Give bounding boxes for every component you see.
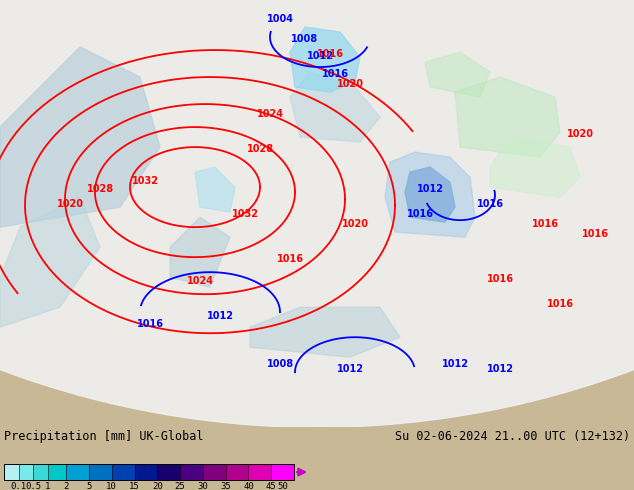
Text: 1020: 1020 [342,219,368,229]
Polygon shape [490,137,580,197]
Bar [271,464,294,480]
Text: 1012: 1012 [441,359,469,369]
Text: 1020: 1020 [567,129,593,139]
Polygon shape [425,52,490,97]
Text: 35: 35 [220,482,231,490]
Text: 45: 45 [266,482,276,490]
Text: 1012: 1012 [417,184,444,194]
Bar [89,464,112,480]
Text: 1: 1 [45,482,50,490]
Bar [157,464,180,480]
Text: 0.5: 0.5 [25,482,41,490]
Text: 1012: 1012 [486,364,514,374]
Text: 1012: 1012 [306,51,333,61]
Text: 1016: 1016 [321,69,349,79]
Polygon shape [290,72,380,142]
Text: 2: 2 [63,482,69,490]
Text: Su 02-06-2024 21..00 UTC (12+132): Su 02-06-2024 21..00 UTC (12+132) [395,430,630,443]
Text: 40: 40 [243,482,254,490]
Text: 1016: 1016 [531,219,559,229]
Bar [4,464,294,480]
Polygon shape [385,152,475,237]
Polygon shape [290,27,360,92]
Bar [112,464,134,480]
Polygon shape [0,0,634,427]
Bar [66,464,89,480]
Polygon shape [455,77,560,157]
Polygon shape [405,167,455,222]
Text: 1012: 1012 [337,364,363,374]
Text: 5: 5 [86,482,92,490]
Text: 1028: 1028 [247,144,273,154]
Text: 1004: 1004 [266,14,294,24]
Text: 1016: 1016 [406,209,434,219]
Text: 1024: 1024 [257,109,283,119]
Text: 1016: 1016 [581,229,609,239]
Polygon shape [170,217,230,287]
Bar [48,464,66,480]
Text: 10: 10 [107,482,117,490]
Text: 15: 15 [129,482,140,490]
Text: 1024: 1024 [186,276,214,286]
Bar [18,464,33,480]
Bar [180,464,203,480]
Text: 0.1: 0.1 [10,482,27,490]
Text: 1016: 1016 [276,254,304,264]
Text: 1016: 1016 [477,199,503,209]
Text: 20: 20 [152,482,163,490]
Bar [226,464,249,480]
Polygon shape [0,47,160,227]
Bar [134,464,157,480]
Text: 1016: 1016 [486,274,514,284]
Bar [33,464,48,480]
Text: 1016: 1016 [136,319,164,329]
Text: Precipitation [mm] UK-Global: Precipitation [mm] UK-Global [4,430,204,443]
Text: 1032: 1032 [231,209,259,219]
Text: 30: 30 [197,482,208,490]
Bar [4,464,18,480]
Text: 1032: 1032 [131,176,158,186]
Text: 1020: 1020 [56,199,84,209]
Text: 1008: 1008 [292,34,318,44]
Bar [249,464,271,480]
Bar [203,464,226,480]
Text: 1016: 1016 [547,299,574,309]
Text: 1020: 1020 [337,79,363,89]
Text: 1012: 1012 [207,311,233,321]
Polygon shape [0,197,100,327]
Text: 50: 50 [277,482,288,490]
Text: 1016: 1016 [316,49,344,59]
Polygon shape [250,307,400,357]
Polygon shape [195,167,235,212]
Text: 25: 25 [175,482,186,490]
Text: 1008: 1008 [266,359,294,369]
Text: 1028: 1028 [86,184,113,194]
